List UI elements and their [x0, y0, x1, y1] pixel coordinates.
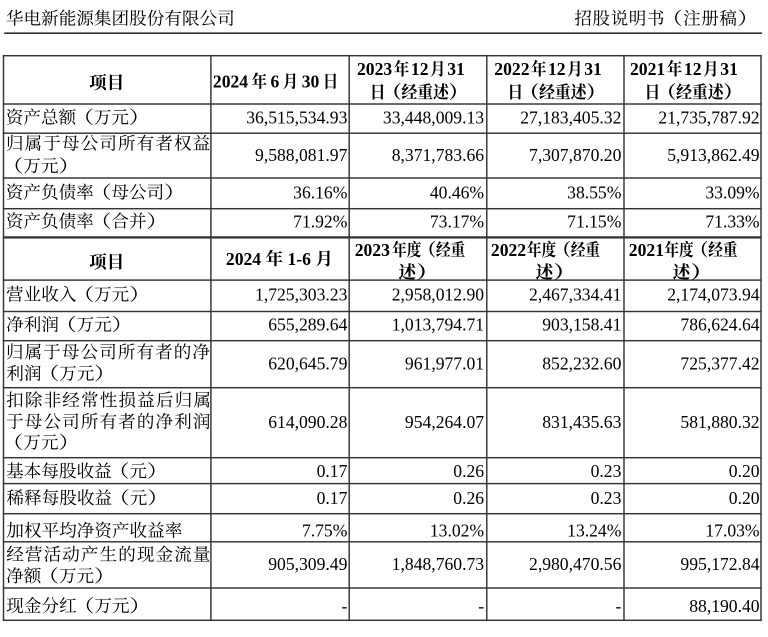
- svg-text:581,880.32: 581,880.32: [680, 412, 759, 432]
- svg-text:2021: 2021: [630, 59, 665, 79]
- svg-text:0.17: 0.17: [317, 461, 348, 481]
- svg-text:2,174,073.94: 2,174,073.94: [667, 285, 760, 305]
- svg-text:0.20: 0.20: [729, 461, 760, 481]
- svg-text:905,309.49: 905,309.49: [268, 554, 347, 574]
- svg-text:903,158.41: 903,158.41: [542, 315, 621, 335]
- svg-text:73.17%: 73.17%: [430, 211, 485, 231]
- svg-text:725,377.42: 725,377.42: [680, 353, 759, 373]
- svg-text:0.23: 0.23: [591, 488, 622, 508]
- svg-text:71.33%: 71.33%: [705, 211, 760, 231]
- svg-text:13.02%: 13.02%: [430, 521, 485, 541]
- svg-text:36,515,534.93: 36,515,534.93: [246, 107, 347, 127]
- svg-text:2,958,012.90: 2,958,012.90: [392, 285, 485, 305]
- svg-text:71.15%: 71.15%: [567, 211, 622, 231]
- svg-text:9,588,081.97: 9,588,081.97: [255, 145, 348, 165]
- svg-text:71.92%: 71.92%: [293, 211, 348, 231]
- svg-text:36.16%: 36.16%: [293, 182, 348, 202]
- svg-text:12: 12: [548, 59, 566, 79]
- svg-text:0.23: 0.23: [591, 461, 622, 481]
- svg-text:1,848,760.73: 1,848,760.73: [392, 554, 485, 574]
- svg-text:1,725,303.23: 1,725,303.23: [255, 285, 348, 305]
- svg-text:12: 12: [684, 59, 702, 79]
- svg-text:31: 31: [584, 59, 602, 79]
- svg-text:2024: 2024: [226, 249, 261, 269]
- svg-text:0.20: 0.20: [729, 488, 760, 508]
- svg-text:17.03%: 17.03%: [705, 521, 760, 541]
- svg-text:831,435.63: 831,435.63: [542, 412, 621, 432]
- svg-text:6: 6: [271, 72, 280, 92]
- svg-text:2022: 2022: [491, 240, 526, 260]
- svg-text:786,624.64: 786,624.64: [680, 315, 759, 335]
- svg-text:0.26: 0.26: [453, 488, 484, 508]
- svg-text:27,183,405.32: 27,183,405.32: [520, 107, 621, 127]
- svg-text:0.17: 0.17: [317, 488, 348, 508]
- svg-text:7,307,870.20: 7,307,870.20: [529, 145, 622, 165]
- svg-text:7.75%: 7.75%: [302, 521, 348, 541]
- svg-text:2023: 2023: [357, 59, 392, 79]
- svg-text:8,371,783.66: 8,371,783.66: [392, 145, 485, 165]
- svg-text:954,264.07: 954,264.07: [405, 412, 484, 432]
- svg-text:1,013,794.71: 1,013,794.71: [392, 315, 484, 335]
- svg-text:38.55%: 38.55%: [567, 182, 622, 202]
- svg-text:-: -: [478, 596, 484, 616]
- svg-text:2,980,470.56: 2,980,470.56: [529, 554, 622, 574]
- svg-text:-: -: [616, 596, 622, 616]
- svg-text:961,977.01: 961,977.01: [405, 353, 484, 373]
- svg-text:2021: 2021: [629, 240, 664, 260]
- svg-text:852,232.60: 852,232.60: [542, 353, 621, 373]
- svg-text:1-6: 1-6: [288, 249, 312, 269]
- svg-text:31: 31: [720, 59, 738, 79]
- svg-text:30: 30: [302, 72, 320, 92]
- svg-text:40.46%: 40.46%: [430, 182, 485, 202]
- svg-text:614,090.28: 614,090.28: [268, 412, 347, 432]
- svg-text:12: 12: [411, 59, 429, 79]
- svg-text:2022: 2022: [494, 59, 529, 79]
- svg-text:620,645.79: 620,645.79: [268, 353, 347, 373]
- svg-text:21,735,787.92: 21,735,787.92: [658, 107, 759, 127]
- svg-text:33,448,009.13: 33,448,009.13: [383, 107, 484, 127]
- svg-text:-: -: [342, 596, 348, 616]
- svg-text:33.09%: 33.09%: [705, 182, 760, 202]
- svg-text:88,190.40: 88,190.40: [689, 596, 760, 616]
- svg-text:995,172.84: 995,172.84: [680, 554, 759, 574]
- svg-text:655,289.64: 655,289.64: [268, 315, 347, 335]
- svg-text:5,913,862.49: 5,913,862.49: [667, 145, 760, 165]
- svg-text:0.26: 0.26: [453, 461, 484, 481]
- svg-text:2023: 2023: [355, 240, 390, 260]
- svg-text:2,467,334.41: 2,467,334.41: [529, 285, 621, 305]
- svg-text:31: 31: [447, 59, 465, 79]
- svg-text:2024: 2024: [213, 72, 248, 92]
- svg-text:13.24%: 13.24%: [567, 521, 622, 541]
